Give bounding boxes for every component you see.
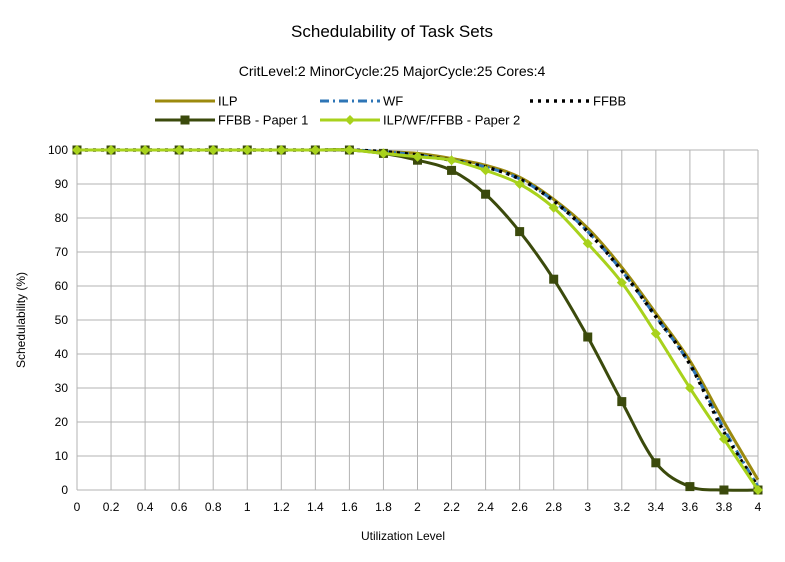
data-point-diamond xyxy=(650,328,661,339)
data-point-diamond xyxy=(446,155,457,166)
x-tick-label: 0.2 xyxy=(103,500,120,514)
data-point-square xyxy=(549,274,559,284)
data-point-diamond xyxy=(242,145,253,155)
legend-label: ILP/WF/FFBB - Paper 2 xyxy=(383,113,520,128)
axes: 0 10 20 30 40 50 60 70 80 90 100 0 0.2 0.4 0.6 0.8 1 1.2 1… xyxy=(48,143,762,514)
legend-label: FFBB xyxy=(593,94,626,109)
y-tick-label: 40 xyxy=(55,347,69,361)
data-point-diamond xyxy=(310,145,321,155)
data-point-diamond xyxy=(72,145,82,155)
data-point-diamond xyxy=(582,238,593,249)
data-point-diamond xyxy=(140,145,151,155)
x-tick-label: 4 xyxy=(755,500,762,514)
data-point-diamond xyxy=(718,434,729,444)
data-point-square xyxy=(481,189,491,199)
legend-label: ILP xyxy=(218,94,238,109)
data-point-diamond xyxy=(106,145,117,155)
y-tick-label: 90 xyxy=(55,177,69,191)
x-tick-label: 0.8 xyxy=(205,500,222,514)
x-tick-label: 2.8 xyxy=(545,500,562,514)
x-tick-label: 2.6 xyxy=(511,500,528,514)
legend-item: FFBB xyxy=(530,94,626,109)
grid xyxy=(76,149,759,491)
chart-subtitle: CritLevel:2 MinorCycle:25 MajorCycle:25 … xyxy=(239,63,546,79)
data-point-diamond xyxy=(616,277,627,288)
legend-item: WF xyxy=(320,94,403,109)
legend-item: ILP xyxy=(155,94,238,109)
x-tick-label: 3.4 xyxy=(648,500,665,514)
legend-label: WF xyxy=(383,94,403,109)
data-point-diamond xyxy=(684,383,695,393)
x-tick-label: 0.6 xyxy=(171,500,188,514)
data-point-diamond xyxy=(412,151,423,162)
legend-label: FFBB - Paper 1 xyxy=(218,113,308,128)
data-point-square xyxy=(515,227,525,237)
x-tick-label: 1 xyxy=(244,500,251,514)
x-tick-label: 1.8 xyxy=(375,500,392,514)
data-point-diamond xyxy=(174,145,185,155)
chart-title: Schedulability of Task Sets xyxy=(291,22,493,41)
data-point-diamond xyxy=(345,115,355,125)
y-tick-label: 10 xyxy=(55,449,69,463)
x-tick-label: 1.4 xyxy=(307,500,324,514)
legend-item: FFBB - Paper 1 xyxy=(155,113,308,128)
y-tick-label: 60 xyxy=(55,279,69,293)
data-point-diamond xyxy=(208,145,219,155)
x-tick-label: 3.2 xyxy=(613,500,630,514)
data-point-square xyxy=(180,115,190,125)
x-tick-label: 3.8 xyxy=(716,500,733,514)
data-point-diamond xyxy=(480,165,491,176)
series-group xyxy=(72,145,763,495)
data-point-diamond xyxy=(344,145,355,155)
data-point-diamond xyxy=(378,148,389,159)
x-tick-label: 3.6 xyxy=(682,500,699,514)
data-point-square xyxy=(685,482,695,492)
data-point-square xyxy=(651,458,661,468)
data-point-diamond xyxy=(548,202,559,213)
series-ilp-wf-ffbb-paper-2 xyxy=(72,145,763,495)
x-tick-label: 1.2 xyxy=(273,500,290,514)
y-tick-label: 50 xyxy=(55,313,69,327)
x-tick-label: 0 xyxy=(74,500,81,514)
y-tick-label: 80 xyxy=(55,211,69,225)
y-tick-label: 30 xyxy=(55,381,69,395)
data-point-diamond xyxy=(276,145,287,155)
x-tick-label: 1.6 xyxy=(341,500,358,514)
data-point-square xyxy=(447,165,457,175)
y-tick-label: 70 xyxy=(55,245,69,259)
x-axis-label: Utilization Level xyxy=(361,529,445,543)
data-point-square xyxy=(719,485,729,495)
x-tick-label: 2.4 xyxy=(477,500,494,514)
data-point-square xyxy=(617,397,627,407)
data-point-diamond xyxy=(753,485,763,495)
x-tick-label: 2.2 xyxy=(443,500,460,514)
y-axis-label: Schedulability (%) xyxy=(14,272,28,368)
data-point-diamond xyxy=(514,179,525,189)
legend: ILP WF FFBB FFBB - Paper 1 ILP/WF/FFBB - Pap… xyxy=(155,94,626,128)
x-tick-label: 2 xyxy=(414,500,421,514)
x-tick-label: 3 xyxy=(584,500,591,514)
data-point-square xyxy=(583,332,593,342)
y-tick-label: 0 xyxy=(61,483,68,497)
y-tick-label: 20 xyxy=(55,415,69,429)
legend-item: ILP/WF/FFBB - Paper 2 xyxy=(320,113,520,128)
y-tick-label: 100 xyxy=(48,143,68,157)
x-tick-label: 0.4 xyxy=(137,500,154,514)
